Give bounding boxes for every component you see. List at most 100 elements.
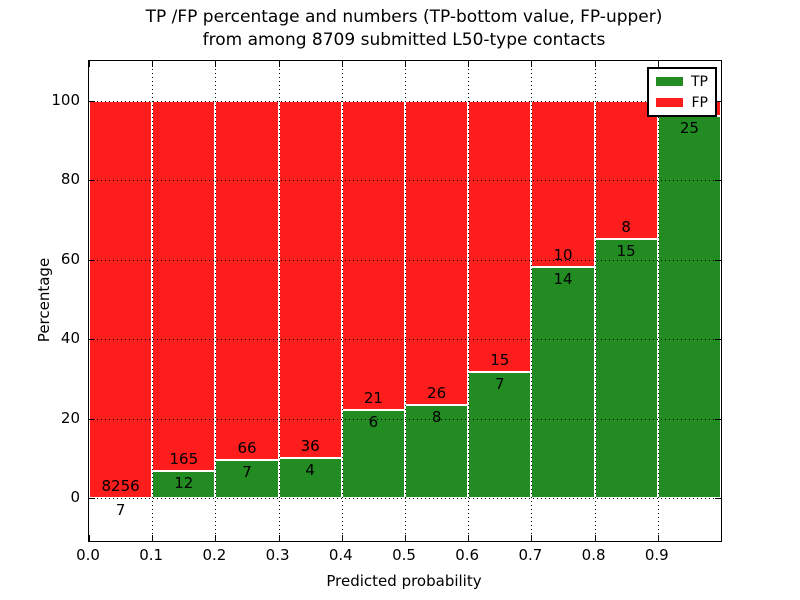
- fp-count-label: 15: [490, 350, 510, 369]
- x-axis-label: Predicted probability: [326, 572, 482, 590]
- fp-count-label: 66: [237, 438, 257, 457]
- x-tick-mark: [341, 61, 343, 67]
- v-gridline: [531, 61, 533, 541]
- x-tick-mark: [152, 61, 154, 67]
- v-gridline: [278, 61, 280, 541]
- bar-fp-segment: [468, 101, 532, 372]
- bar-tp-segment: [594, 239, 658, 498]
- x-tick-mark: [215, 535, 217, 541]
- fp-count-label: 21: [363, 388, 383, 407]
- tp-count-label: 8: [431, 407, 442, 426]
- bar-fp-segment: [405, 101, 469, 405]
- x-tick-label: 0.0: [76, 546, 100, 564]
- x-tick-mark: [89, 535, 90, 541]
- x-tick-mark: [657, 61, 659, 67]
- y-tick-mark: [89, 498, 95, 499]
- bar-tp-segment: [657, 116, 721, 498]
- chart-title-line2: from among 8709 submitted L50-type conta…: [202, 30, 606, 50]
- bar-fp-segment: [89, 101, 153, 498]
- x-tick-label: 0.9: [644, 546, 669, 564]
- y-tick-label: 60: [60, 249, 80, 268]
- bar-tp-segment: [341, 409, 405, 498]
- tp-count-label: 12: [174, 474, 194, 492]
- fp-count-label: 10: [553, 245, 573, 264]
- v-gridline: [405, 61, 406, 541]
- y-tick-mark: [715, 259, 721, 261]
- v-gridline: [152, 61, 154, 541]
- y-tick-mark: [715, 180, 721, 182]
- v-gridline: [468, 61, 470, 541]
- fp-count-label: 36: [300, 437, 320, 456]
- bar-tp-segment: [468, 371, 532, 498]
- y-axis-label: Percentage: [35, 257, 53, 343]
- fp-swatch-icon: [656, 98, 683, 107]
- tp-count-label: 14: [553, 269, 573, 288]
- y-tick-label: 20: [60, 408, 80, 427]
- fp-count-label: 26: [427, 383, 447, 402]
- bar-fp-segment: [215, 101, 279, 460]
- bar-fp-segment: [278, 101, 342, 459]
- tp-count-label: 15: [616, 242, 636, 261]
- x-tick-label: 0.3: [265, 546, 290, 564]
- x-tick-mark: [405, 535, 406, 541]
- tp-count-label: 7: [242, 462, 252, 481]
- plot-area: 8256 7 165 12 66 7 36 4 21 6 26 8 15 7 10 14 8 15 25 TP FP: [88, 60, 722, 542]
- bar-tp-segment: [278, 458, 342, 498]
- y-tick-label: 40: [60, 329, 80, 348]
- x-tick-label: 0.7: [518, 546, 543, 564]
- x-tick-mark: [152, 535, 154, 541]
- y-tick-mark: [89, 101, 95, 102]
- v-gridline: [594, 61, 596, 541]
- x-tick-mark: [657, 535, 659, 541]
- x-tick-mark: [405, 61, 406, 67]
- bar-fp-segment: [594, 101, 658, 240]
- x-tick-mark: [594, 61, 596, 67]
- legend-label: FP: [691, 94, 709, 111]
- tp-count-label: 7: [495, 374, 505, 393]
- bar-fp-segment: [341, 101, 405, 410]
- x-tick-mark: [278, 61, 280, 67]
- chart-title-line1: TP /FP percentage and numbers (TP-bottom…: [145, 7, 663, 27]
- y-tick-mark: [715, 498, 721, 499]
- fp-count-label: 8: [621, 218, 631, 237]
- x-tick-label: 0.5: [392, 546, 416, 564]
- legend-item-tp: TP: [649, 74, 715, 90]
- x-tick-label: 0.2: [202, 546, 227, 564]
- y-tick-label: 0: [70, 488, 80, 506]
- y-tick-mark: [89, 259, 95, 261]
- tp-count-label: 6: [368, 412, 379, 431]
- bar-tp-segment: [405, 404, 469, 498]
- tp-count-label: 4: [305, 461, 315, 480]
- tp-swatch-icon: [656, 77, 683, 86]
- bar-tp-segment: [531, 266, 595, 498]
- legend-item-fp: FP: [649, 95, 715, 111]
- fp-count-label: 8256: [101, 476, 140, 495]
- x-tick-label: 0.6: [455, 546, 480, 564]
- x-tick-mark: [531, 61, 533, 67]
- y-tick-mark: [715, 339, 721, 341]
- tp-count-label: 7: [115, 500, 126, 519]
- fp-count-label: 165: [169, 450, 199, 469]
- x-tick-mark: [278, 535, 280, 541]
- bar-fp-segment: [531, 101, 595, 267]
- y-tick-mark: [715, 101, 721, 102]
- y-tick-mark: [89, 339, 95, 341]
- x-tick-label: 0.1: [139, 546, 164, 564]
- x-tick-mark: [531, 535, 533, 541]
- x-tick-mark: [468, 535, 470, 541]
- y-tick-mark: [715, 418, 721, 420]
- x-tick-mark: [594, 535, 596, 541]
- y-tick-mark: [89, 418, 95, 420]
- y-tick-mark: [89, 180, 95, 182]
- y-tick-label: 100: [51, 91, 80, 109]
- x-tick-label: 0.8: [581, 546, 606, 564]
- x-tick-mark: [215, 61, 217, 67]
- x-tick-label: 0.4: [328, 546, 353, 564]
- x-tick-mark: [341, 535, 343, 541]
- bar-tp-segment: [152, 471, 216, 498]
- bar-fp-segment: [152, 101, 216, 471]
- v-gridline: [657, 61, 659, 541]
- legend-label: TP: [691, 73, 708, 90]
- v-gridline: [341, 61, 343, 541]
- y-tick-label: 80: [60, 170, 80, 189]
